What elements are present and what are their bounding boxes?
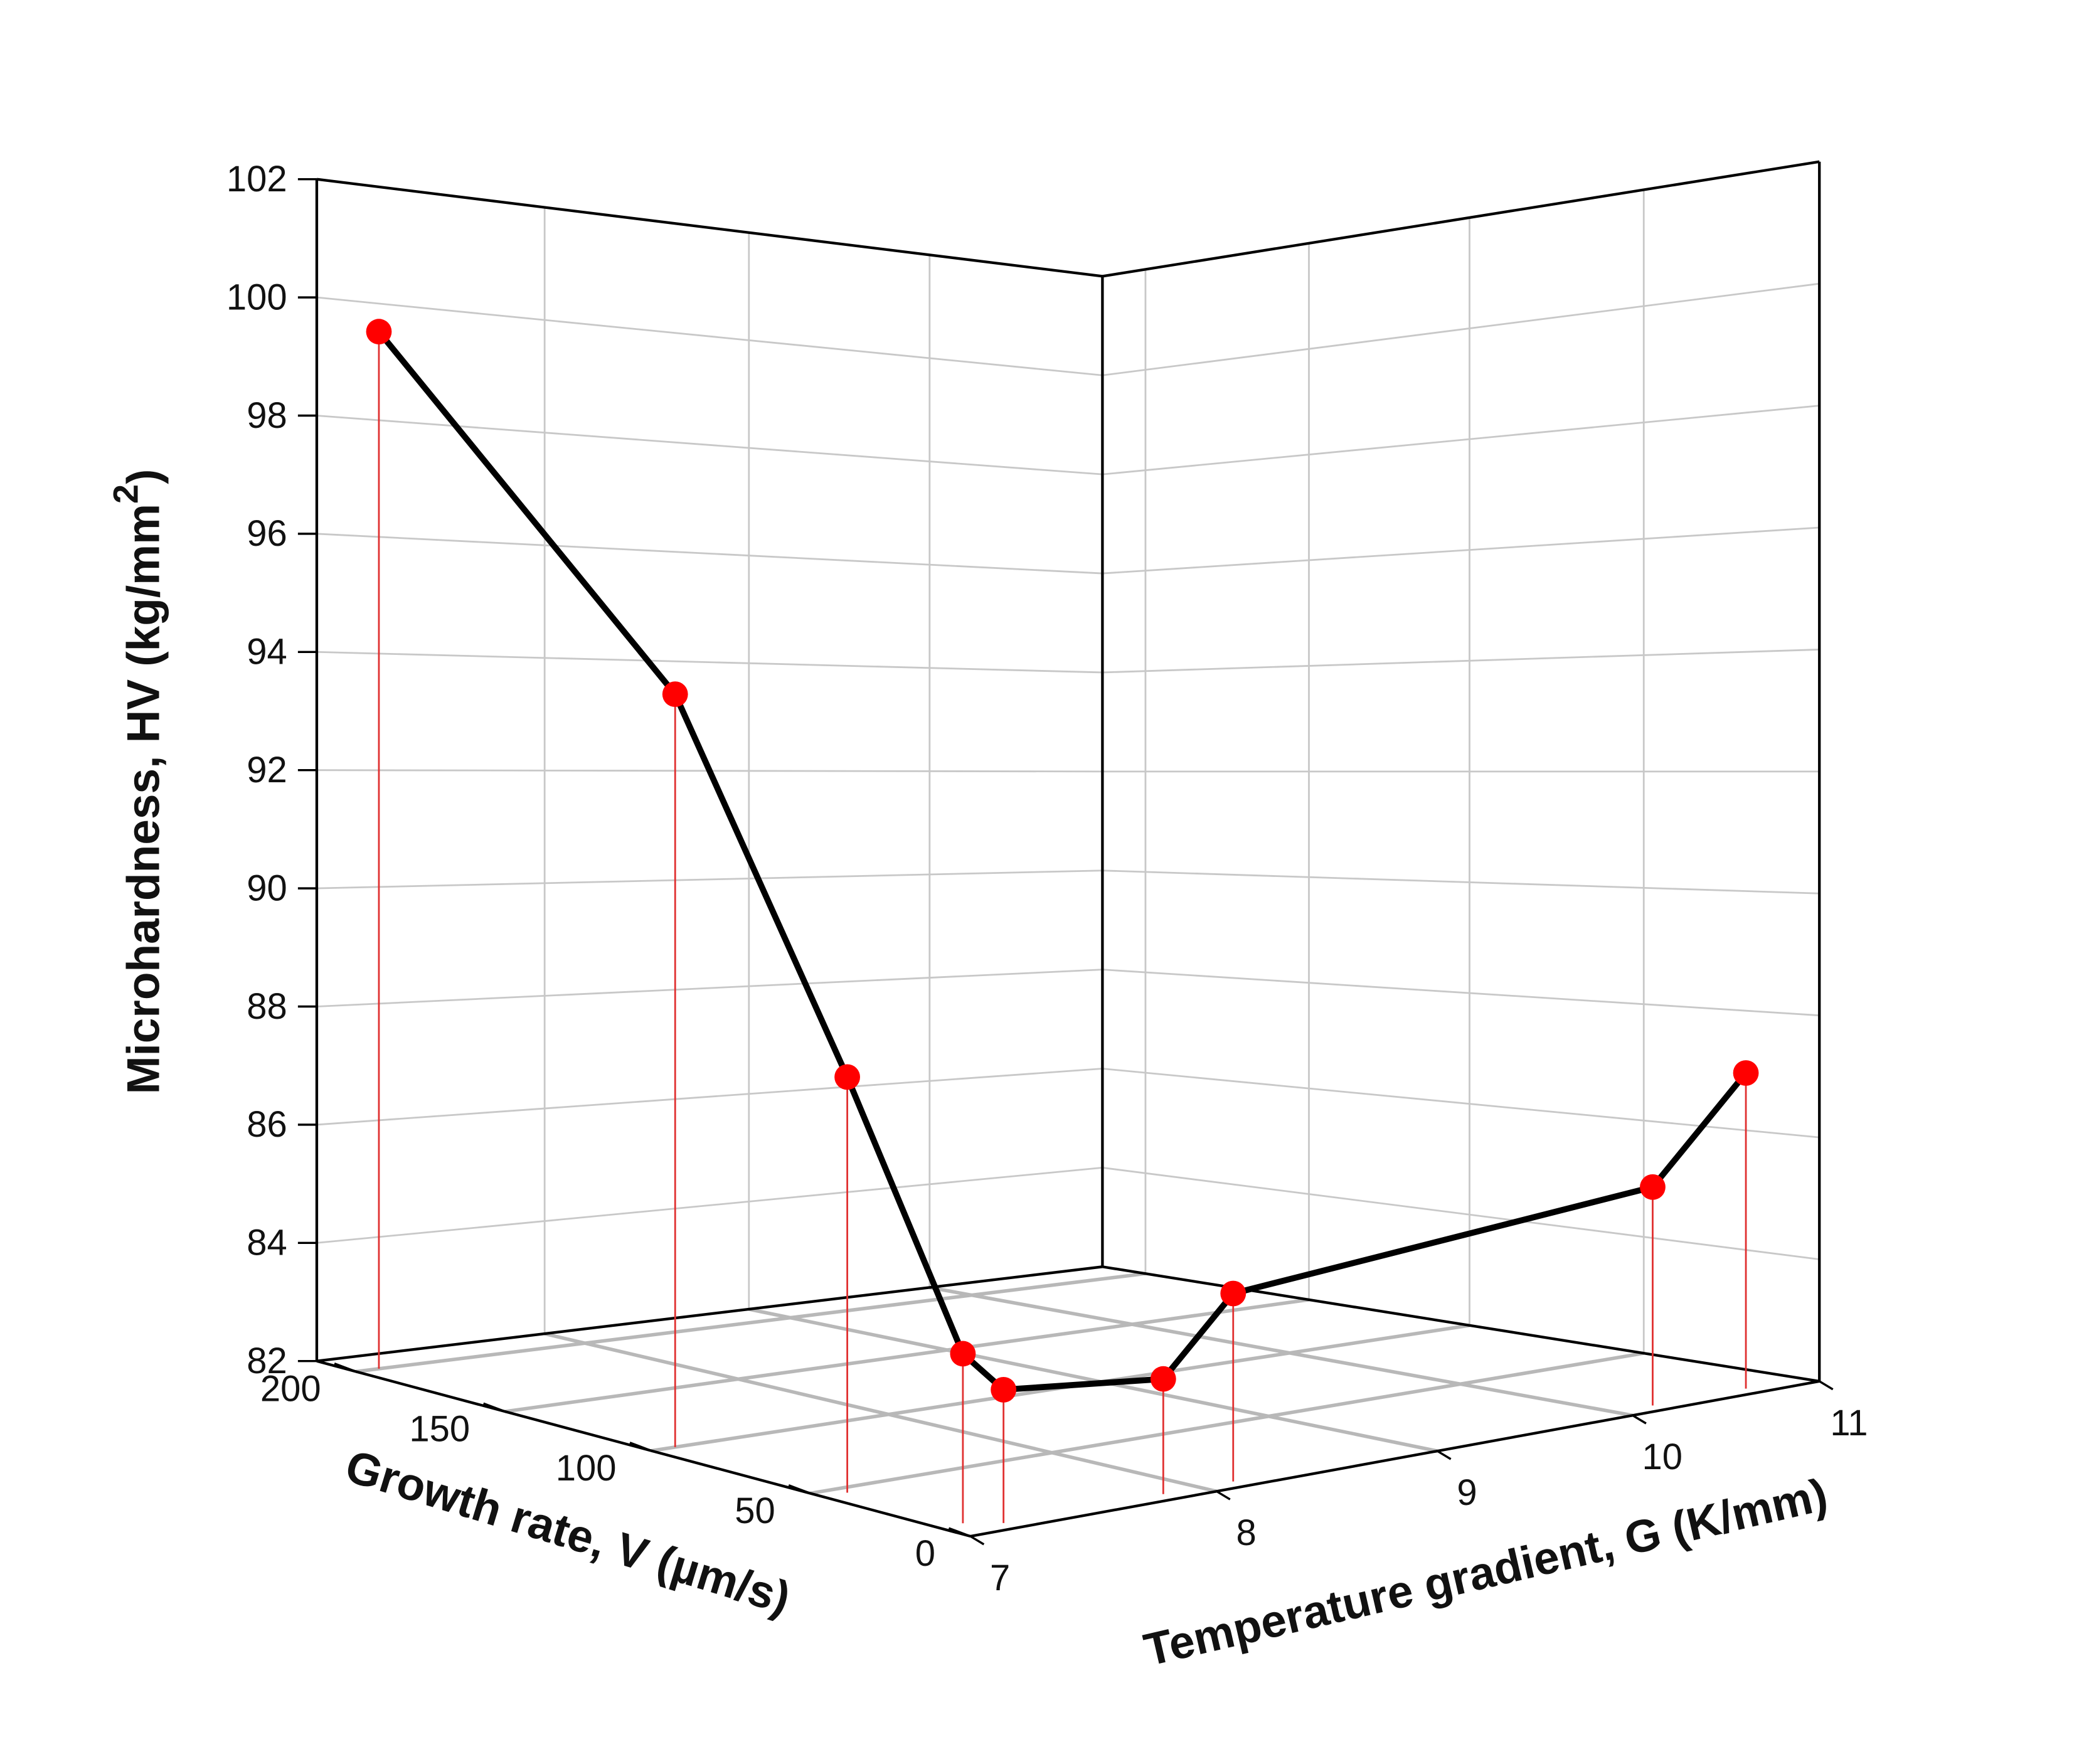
wall-gridline xyxy=(316,1068,1103,1126)
wall-gridline xyxy=(1102,969,1820,1017)
y-tick-label: 9 xyxy=(1457,1472,1477,1513)
z-tick-label: 92 xyxy=(247,750,287,790)
wall-gridline xyxy=(316,651,1103,674)
tick-labels: 82 84 86 88 90 92 94 96 98 100 102 0 50 100 150 200 7 8 9 1… xyxy=(226,159,1868,1598)
x-tick-label: 200 xyxy=(260,1369,321,1410)
data-point xyxy=(834,1064,861,1090)
wall-gridline xyxy=(316,533,1103,575)
wall-gridline xyxy=(316,415,1103,476)
data-point xyxy=(950,1341,976,1367)
z-axis-title-main: Microhardness, HV (kg/mm xyxy=(119,504,169,1094)
x-tick xyxy=(483,1402,506,1413)
data-point xyxy=(662,681,688,708)
floor-back-edge xyxy=(316,1265,1103,1363)
wall-gridline xyxy=(316,969,1103,1007)
y-tick-label: 7 xyxy=(990,1558,1010,1598)
floor-gridline xyxy=(929,1285,1633,1418)
top-edge xyxy=(316,178,1103,278)
data-series xyxy=(366,319,1759,1403)
wall-gridline xyxy=(1102,649,1820,674)
floor-gridline xyxy=(356,1272,1146,1374)
wall-gridline xyxy=(1102,282,1820,376)
x-tick-label: 100 xyxy=(556,1448,617,1489)
y-tick xyxy=(1819,1380,1834,1391)
z-tick-label: 96 xyxy=(247,513,287,554)
x-tick-label: 0 xyxy=(915,1533,935,1574)
y-axis-title: Temperature gradient, G (K/mm) xyxy=(1139,1469,1832,1676)
z-tick-label: 100 xyxy=(226,277,287,317)
x-tick xyxy=(334,1362,357,1373)
wall-gridline xyxy=(1102,869,1820,895)
wall-gridline xyxy=(316,1167,1103,1244)
z-tick-label: 94 xyxy=(247,632,287,672)
z-tick-label: 102 xyxy=(226,159,287,199)
wall-gridline xyxy=(316,296,1103,376)
wall-grid xyxy=(316,189,1820,1354)
floor-gridline xyxy=(504,1298,1309,1413)
z-tick-label: 88 xyxy=(247,986,287,1027)
z-tick-label: 82 xyxy=(247,1341,287,1381)
x-tick xyxy=(788,1484,811,1495)
floor-gridline xyxy=(544,1332,1217,1494)
y-tick-label: 8 xyxy=(1236,1512,1256,1553)
top-edge xyxy=(1102,160,1820,278)
floor-gridline xyxy=(748,1307,1438,1453)
wall-gridline xyxy=(1102,405,1820,476)
z-axis-title-close: ) xyxy=(119,469,169,484)
floor-back-edge xyxy=(1102,1265,1820,1383)
z-axis-title-superscript: 2 xyxy=(105,484,145,504)
z-tick-label: 86 xyxy=(247,1104,287,1145)
data-point xyxy=(1220,1280,1246,1307)
data-point xyxy=(1150,1366,1176,1392)
wall-gridline xyxy=(1102,1167,1820,1260)
y-tick xyxy=(1632,1414,1647,1425)
x-tick-label: 50 xyxy=(735,1490,775,1531)
x-tick xyxy=(948,1527,971,1538)
z-tick-label: 84 xyxy=(247,1223,287,1263)
drop-lines xyxy=(378,331,1747,1524)
y-tick xyxy=(1216,1490,1231,1501)
series-line xyxy=(376,329,1748,1393)
axis-frame xyxy=(297,160,1834,1546)
wall-gridline xyxy=(1102,1068,1820,1139)
z-axis-title: Microhardness, HV (kg/mm2) xyxy=(105,469,169,1095)
data-point xyxy=(1733,1060,1759,1086)
floor-gridline xyxy=(810,1351,1644,1496)
data-point xyxy=(366,319,392,345)
y-axis-line xyxy=(970,1379,1820,1538)
wall-gridline xyxy=(1102,526,1820,575)
x-tick xyxy=(629,1442,652,1452)
z-tick-label: 90 xyxy=(247,868,287,908)
y-tick xyxy=(969,1535,985,1546)
floor-grid xyxy=(356,1272,1644,1496)
data-point xyxy=(991,1376,1017,1403)
y-tick-label: 10 xyxy=(1642,1437,1682,1477)
wall-gridline xyxy=(316,869,1103,890)
x-tick-label: 150 xyxy=(409,1408,470,1449)
z-tick-label: 98 xyxy=(247,395,287,436)
y-tick xyxy=(1437,1450,1452,1460)
y-tick-label: 11 xyxy=(1830,1403,1868,1443)
data-point xyxy=(1640,1174,1666,1200)
